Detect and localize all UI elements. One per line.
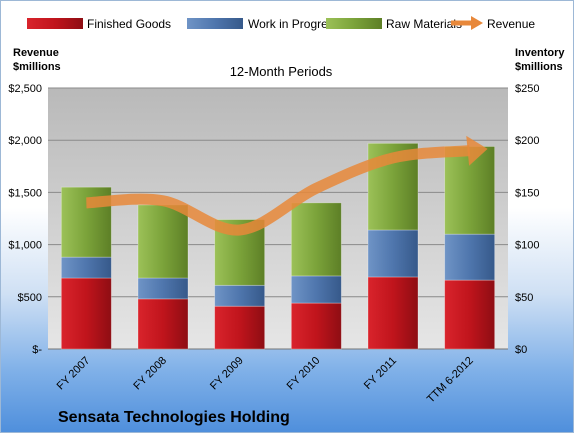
legend-swatch-work-in-progress <box>187 18 243 29</box>
right-tick-label: $250 <box>515 83 539 95</box>
x-axis-ticks: FY 2007 FY 2008 FY 2009 FY 2010 FY 2011 TTM 6… <box>55 355 476 406</box>
bar-finished-goods <box>138 299 188 349</box>
left-axis-title-line1: Revenue <box>13 47 59 59</box>
bar-finished-goods <box>291 303 341 349</box>
right-tick-label: $150 <box>515 187 539 199</box>
left-tick-label: $2,500 <box>8 83 42 95</box>
x-tick-label: FY 2009 <box>208 355 246 393</box>
right-tick-label: $50 <box>515 292 533 304</box>
bar-work-in-progress <box>291 276 341 303</box>
bar-work-in-progress <box>61 257 111 278</box>
legend-swatch-finished-goods <box>27 18 83 29</box>
chart-subtitle: 12-Month Periods <box>230 64 333 79</box>
right-axis-title-line2: $millions <box>515 61 563 73</box>
legend: Finished Goods Work in Progress Raw Mate… <box>27 16 535 31</box>
bar-finished-goods <box>368 277 418 349</box>
bar-work-in-progress <box>138 278 188 299</box>
legend-label-finished-goods: Finished Goods <box>87 17 171 31</box>
x-tick-label: FY 2010 <box>285 355 323 393</box>
bar-raw-materials <box>291 203 341 276</box>
legend-swatch-raw-materials <box>326 18 382 29</box>
x-tick-label: FY 2007 <box>55 355 93 393</box>
bar-raw-materials <box>138 205 188 278</box>
right-tick-label: $100 <box>515 240 539 252</box>
left-tick-label: $2,000 <box>8 135 42 147</box>
company-name: Sensata Technologies Holding <box>58 409 290 426</box>
bar-finished-goods <box>215 306 265 349</box>
left-axis-ticks: $- $500 $1,000 $1,500 $2,000 $2,500 <box>8 83 42 356</box>
bar-work-in-progress <box>215 285 265 306</box>
left-tick-label: $1,000 <box>8 240 42 252</box>
right-tick-label: $200 <box>515 135 539 147</box>
bar-finished-goods <box>445 280 495 349</box>
right-tick-label: $0 <box>515 344 527 356</box>
x-tick-label: TTM 6-2012 <box>425 355 476 406</box>
bar-work-in-progress <box>368 230 418 277</box>
bar-work-in-progress <box>445 234 495 280</box>
left-tick-label: $- <box>32 344 42 356</box>
left-axis-title-line2: $millions <box>13 61 61 73</box>
x-tick-label: FY 2008 <box>131 355 169 393</box>
legend-label-revenue: Revenue <box>487 17 535 31</box>
left-tick-label: $500 <box>18 292 42 304</box>
x-tick-label: FY 2011 <box>362 355 399 392</box>
legend-label-raw-materials: Raw Materials <box>386 17 462 31</box>
bar-finished-goods <box>61 278 111 349</box>
left-tick-label: $1,500 <box>8 187 42 199</box>
right-axis-title-line1: Inventory <box>515 47 565 59</box>
right-axis-ticks: $0 $50 $100 $150 $200 $250 <box>515 83 539 356</box>
